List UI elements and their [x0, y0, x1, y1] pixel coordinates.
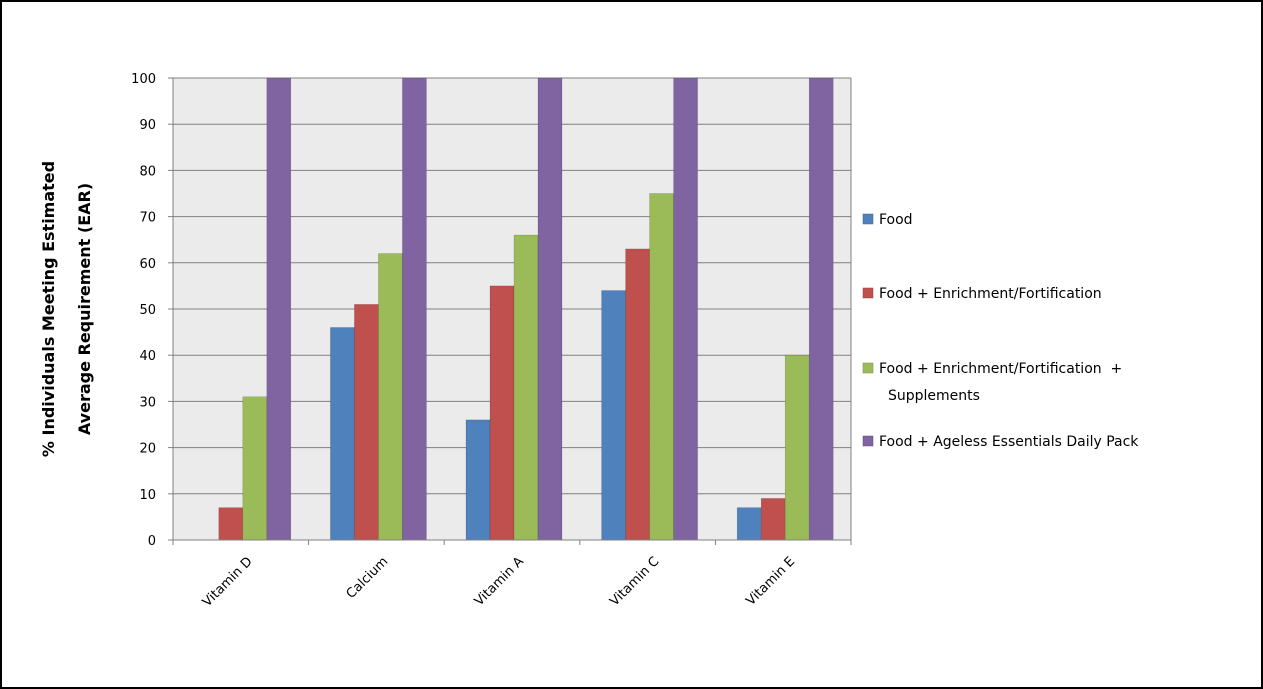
- bar-calcium-series-2: [378, 253, 403, 541]
- legend-swatch-food: [862, 213, 874, 225]
- y-tick-label: 20: [139, 442, 156, 457]
- legend-label-food-enrichment-supplements-line-1: Food + Enrichment/Fortification +: [879, 361, 1122, 377]
- y-axis-label-line-2: Average Requirement (EAR): [75, 183, 94, 435]
- y-tick-label: 40: [139, 349, 156, 364]
- bar-vitamin-e-series-2: [784, 354, 810, 541]
- bar-vitamin-d-series-2: [242, 396, 268, 541]
- bar-vitamin-a-series-0: [465, 419, 491, 541]
- bar-vitamin-c-series-1: [625, 248, 650, 541]
- y-tick-label: 30: [139, 395, 156, 410]
- x-tick-label: Vitamin A: [472, 554, 527, 609]
- y-tick-label: 0: [148, 534, 156, 549]
- bar-vitamin-e-series-0: [736, 507, 762, 541]
- x-tick-label: Calcium: [344, 554, 392, 602]
- y-tick-label: 50: [139, 303, 156, 318]
- x-tick-label: Vitamin C: [607, 554, 662, 609]
- y-tick-label: 80: [139, 164, 156, 179]
- y-axis-label-line-1: % Individuals Meeting Estimated: [39, 161, 58, 457]
- bar-vitamin-d-series-3: [266, 77, 292, 541]
- legend: Food Food + Enrichment/Fortification Foo…: [862, 212, 1139, 450]
- legend-label-food-enrichment-supplements-line-2: Supplements: [888, 388, 980, 404]
- x-tick-label: Vitamin E: [743, 554, 798, 609]
- bar-vitamin-c-series-0: [601, 290, 626, 541]
- legend-label-food-ageless: Food + Ageless Essentials Daily Pack: [879, 434, 1139, 450]
- legend-swatch-food-enrichment: [862, 287, 874, 299]
- bar-calcium-series-1: [354, 304, 379, 541]
- y-tick-label: 10: [139, 488, 156, 503]
- legend-swatch-food-enrichment-supplements: [862, 362, 874, 374]
- bar-vitamin-c-series-3: [673, 77, 698, 541]
- x-tick-label: Vitamin D: [200, 554, 256, 610]
- legend-label-food: Food: [879, 212, 913, 228]
- y-tick-label: 60: [139, 257, 156, 272]
- bar-vitamin-a-series-1: [489, 285, 515, 541]
- y-tick-label: 70: [139, 211, 156, 226]
- y-tick-label: 100: [131, 72, 156, 87]
- bar-vitamin-c-series-2: [649, 193, 674, 541]
- bar-vitamin-e-series-1: [760, 498, 786, 541]
- bar-vitamin-e-series-3: [808, 77, 834, 541]
- y-tick-label: 90: [139, 118, 156, 133]
- legend-swatch-food-ageless: [862, 435, 874, 447]
- bar-vitamin-a-series-3: [537, 77, 563, 541]
- legend-label-food-enrichment: Food + Enrichment/Fortification: [879, 286, 1102, 302]
- bar-calcium-series-0: [330, 327, 355, 541]
- bar-vitamin-a-series-2: [513, 234, 539, 541]
- bar-calcium-series-3: [402, 77, 427, 541]
- bar-vitamin-d-series-1: [218, 507, 244, 541]
